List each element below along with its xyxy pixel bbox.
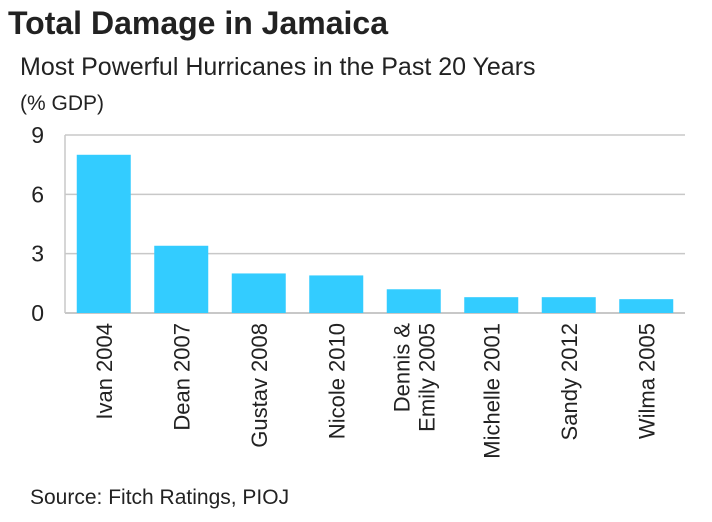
y-tick-label: 3 xyxy=(31,241,44,267)
bar xyxy=(464,297,519,313)
x-tick-label-line: Emily 2005 xyxy=(414,323,439,432)
bar xyxy=(231,273,286,313)
x-tick-labels: Ivan 2004 Dean 2007 Gustav 2008 Nicole 2010… xyxy=(92,323,660,459)
x-tick-label-line: Dean 2007 xyxy=(169,323,194,431)
x-tick-label: Nicole 2010 xyxy=(324,323,349,439)
x-tick-label: Ivan 2004 xyxy=(92,323,117,420)
bar xyxy=(386,289,441,313)
x-tick-label-line: Nicole 2010 xyxy=(324,323,349,439)
y-tick-labels: 0 3 6 9 xyxy=(31,122,44,326)
x-tick-label-line: Ivan 2004 xyxy=(92,323,117,420)
x-tick-label-line: Gustav 2008 xyxy=(247,323,272,448)
x-tick-label-line: Michelle 2001 xyxy=(479,323,504,459)
x-tick-label: Michelle 2001 xyxy=(479,323,504,459)
bars xyxy=(76,154,674,313)
x-tick-label: Sandy 2012 xyxy=(557,323,582,440)
x-tick-label: Dean 2007 xyxy=(169,323,194,431)
source-note: Source: Fitch Ratings, PIOJ xyxy=(30,486,289,509)
y-tick-label: 9 xyxy=(31,122,44,148)
x-tick-label-line: Sandy 2012 xyxy=(557,323,582,440)
x-tick-label-line: Wilma 2005 xyxy=(634,323,659,439)
y-axis-unit: (% GDP) xyxy=(20,92,104,115)
bar xyxy=(154,245,209,313)
x-tick-label: Gustav 2008 xyxy=(247,323,272,448)
y-tick-label: 0 xyxy=(31,300,44,326)
x-tick-label: Dennis & Emily 2005 xyxy=(389,323,439,432)
bar xyxy=(619,299,674,313)
x-tick-label-line: Dennis & xyxy=(389,323,414,413)
y-tick-label: 6 xyxy=(31,181,44,207)
bar xyxy=(309,275,364,313)
bar xyxy=(541,297,596,313)
bar xyxy=(76,154,131,313)
x-tick-label: Wilma 2005 xyxy=(634,323,659,439)
chart-subtitle: Most Powerful Hurricanes in the Past 20 … xyxy=(20,53,536,81)
chart-title: Total Damage in Jamaica xyxy=(8,5,388,41)
